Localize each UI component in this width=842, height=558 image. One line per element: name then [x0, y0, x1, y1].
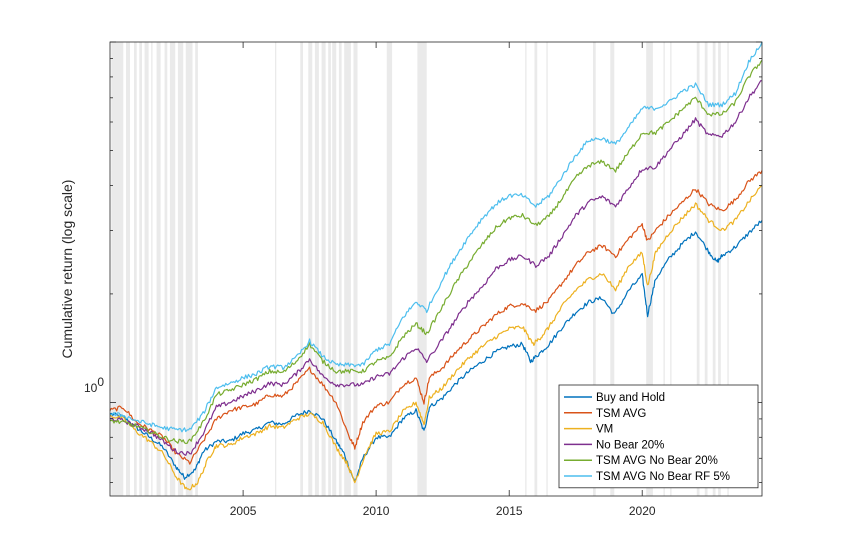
series-line-2 — [109, 184, 763, 491]
legend-label-0: Buy and Hold — [596, 392, 665, 404]
shaded-period-2 — [134, 42, 137, 496]
shaded-period-1 — [126, 42, 130, 496]
shaded-period-32 — [696, 42, 700, 496]
y-axis-title: Cumulative return (log scale) — [59, 180, 75, 359]
shaded-period-29 — [646, 42, 653, 496]
shaded-period-18 — [332, 42, 337, 496]
shaded-period-25 — [534, 42, 538, 496]
shaded-period-31 — [670, 42, 672, 496]
legend-label-1: TSM AVG — [596, 408, 646, 420]
series-line-3 — [109, 80, 763, 456]
shaded-periods — [111, 42, 729, 496]
shaded-period-10 — [185, 42, 193, 496]
series-lines — [109, 41, 763, 491]
shaded-period-34 — [712, 42, 716, 496]
shaded-period-30 — [663, 42, 665, 496]
shaded-period-27 — [593, 42, 596, 496]
series-line-5 — [109, 41, 763, 433]
plot-frame — [109, 41, 763, 497]
legend: Buy and Hold TSM AVG VM No Bear 20% TSM AVG … — [558, 384, 759, 489]
shaded-period-0 — [111, 42, 124, 496]
shaded-period-6 — [156, 42, 161, 496]
shaded-period-5 — [151, 42, 153, 496]
shaded-period-14 — [308, 42, 313, 496]
shaded-period-35 — [718, 42, 721, 496]
shaded-period-19 — [338, 42, 342, 496]
x-tick-label-0: 2005 — [230, 504, 257, 518]
shaded-period-7 — [164, 42, 168, 496]
shaded-period-22 — [386, 42, 393, 496]
shaded-period-21 — [353, 42, 358, 496]
shaded-period-23 — [417, 42, 427, 496]
shaded-period-17 — [328, 42, 331, 496]
legend-label-5: TSM AVG No Bear RF 5% — [596, 471, 730, 483]
x-tick-label-1: 2010 — [363, 504, 390, 518]
shaded-period-9 — [177, 42, 184, 496]
y-tick-label-1: 100 — [84, 375, 104, 395]
x-tick-labels: 2005 2010 2015 2020 — [230, 504, 656, 518]
x-tick-label-3: 2020 — [629, 504, 656, 518]
shaded-period-11 — [195, 42, 198, 496]
shaded-period-8 — [169, 42, 176, 496]
x-tick-label-2: 2015 — [496, 504, 523, 518]
legend-label-4: TSM AVG No Bear 20% — [596, 455, 718, 467]
shaded-period-24 — [525, 42, 527, 496]
shaded-period-12 — [275, 42, 277, 496]
shaded-period-3 — [139, 42, 142, 496]
shaded-period-20 — [344, 42, 351, 496]
legend-label-2: VM — [596, 424, 613, 436]
shaded-period-26 — [546, 42, 548, 496]
series-line-1 — [109, 170, 763, 465]
shaded-period-13 — [300, 42, 303, 496]
shaded-period-36 — [727, 42, 729, 496]
series-line-0 — [109, 220, 763, 483]
shaded-period-15 — [314, 42, 319, 496]
series-line-4 — [109, 59, 763, 445]
shaded-period-33 — [704, 42, 708, 496]
legend-box — [558, 384, 759, 489]
shaded-period-4 — [144, 42, 149, 496]
shaded-period-28 — [610, 42, 615, 496]
legend-label-3: No Bear 20% — [596, 439, 664, 451]
shaded-period-16 — [321, 42, 326, 496]
